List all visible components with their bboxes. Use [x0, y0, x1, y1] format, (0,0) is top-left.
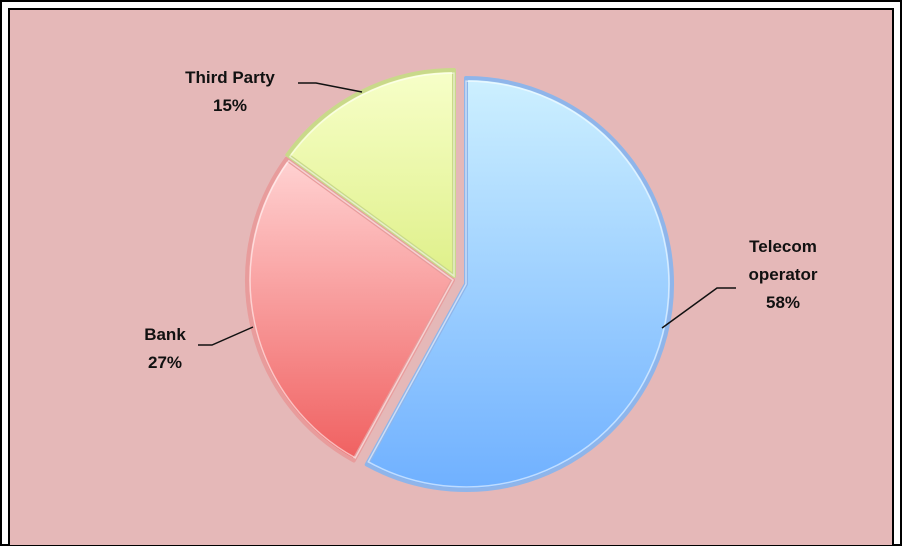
- pie-slice-highlight: [367, 80, 670, 488]
- slice-category-label: Telecom: [749, 237, 817, 256]
- slice-value-label: 27%: [148, 353, 182, 372]
- pie-slice-bank: [245, 156, 455, 463]
- leader-line: [198, 326, 254, 346]
- pie-slice-telecom-operator: [364, 76, 674, 492]
- leader-line: [298, 82, 363, 93]
- slice-value-label: 15%: [213, 96, 247, 115]
- pie-slice-highlight: [249, 159, 454, 459]
- slice-labels: Telecom operator 58% Bank 27% Third Party 15%: [144, 68, 818, 372]
- slice-category-label: Third Party: [185, 68, 275, 87]
- slice-category-label: Bank: [144, 325, 186, 344]
- pie-slice-highlight: [288, 72, 455, 278]
- slice-category-label: operator: [749, 265, 818, 284]
- leader-line: [661, 287, 736, 329]
- pie-slice-third-party: [285, 68, 456, 278]
- slice-value-label: 58%: [766, 293, 800, 312]
- pie-slices: [245, 68, 674, 492]
